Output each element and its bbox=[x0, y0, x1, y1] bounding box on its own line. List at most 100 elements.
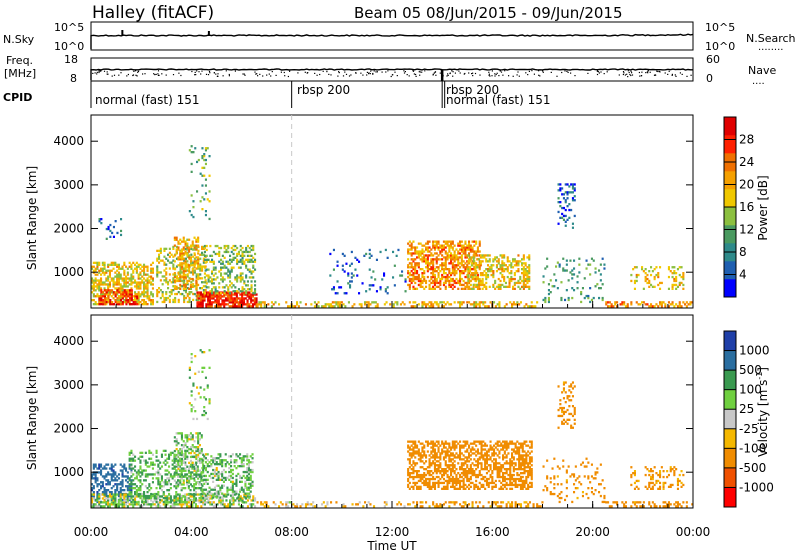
heatmap-cell bbox=[195, 279, 198, 283]
heatmap-cell bbox=[150, 503, 153, 506]
heatmap-cell bbox=[191, 434, 194, 437]
heatmap-cell bbox=[107, 471, 110, 474]
heatmap-cell bbox=[171, 499, 174, 502]
heatmap-cell bbox=[206, 470, 209, 474]
heatmap-cell bbox=[234, 301, 237, 304]
heatmap-cell bbox=[571, 277, 574, 280]
heatmap-cell bbox=[428, 268, 431, 271]
heatmap-cell bbox=[553, 285, 556, 288]
heatmap-cell bbox=[587, 263, 590, 266]
heatmap-cell bbox=[207, 501, 210, 504]
heatmap-cell bbox=[473, 273, 476, 277]
heatmap-cell bbox=[573, 195, 576, 198]
heatmap-cell bbox=[328, 305, 331, 308]
heatmap-cell bbox=[573, 187, 576, 190]
heatmap-cell bbox=[173, 479, 176, 482]
heatmap-cell bbox=[503, 268, 506, 271]
heatmap-cell bbox=[254, 288, 257, 291]
heatmap-cell bbox=[110, 467, 113, 470]
heatmap-cell bbox=[212, 293, 215, 296]
heatmap-cell bbox=[208, 474, 211, 478]
nave-dot bbox=[600, 71, 602, 73]
heatmap-cell bbox=[250, 299, 253, 302]
heatmap-cell bbox=[186, 493, 189, 496]
heatmap-cell bbox=[230, 461, 233, 464]
heatmap-cell bbox=[143, 293, 146, 296]
heatmap-cell bbox=[188, 254, 191, 257]
heatmap-cell bbox=[171, 477, 174, 480]
heatmap-cell bbox=[128, 487, 131, 490]
heatmap-cell bbox=[473, 250, 476, 253]
heatmap-cell bbox=[308, 503, 311, 506]
heatmap-cell bbox=[202, 291, 205, 294]
heatmap-cell bbox=[242, 301, 245, 304]
heatmap-cell bbox=[180, 500, 183, 504]
heatmap-cell bbox=[287, 505, 290, 508]
heatmap-cell bbox=[103, 293, 106, 296]
heatmap-cell bbox=[562, 197, 565, 200]
heatmap-cell bbox=[188, 266, 191, 269]
heatmap-cell bbox=[504, 285, 507, 288]
nave-dot bbox=[566, 70, 568, 72]
heatmap-cell bbox=[501, 283, 504, 287]
heatmap-cell bbox=[191, 449, 194, 453]
heatmap-cell bbox=[112, 225, 115, 229]
freq-left-unit: [MHz] bbox=[4, 67, 36, 80]
heatmap-cell bbox=[464, 242, 467, 245]
heatmap-cell bbox=[163, 300, 166, 304]
nave-dot bbox=[100, 70, 102, 72]
heatmap-cell bbox=[192, 283, 195, 286]
heatmap-cell bbox=[589, 263, 592, 266]
heatmap-cell bbox=[132, 467, 135, 470]
heatmap-cell bbox=[139, 495, 142, 498]
heatmap-cell bbox=[231, 472, 234, 476]
heatmap-cell bbox=[235, 455, 238, 458]
heatmap-cell bbox=[198, 487, 201, 490]
heatmap-cell bbox=[167, 253, 170, 256]
heatmap-cell bbox=[230, 486, 233, 489]
heatmap-cell bbox=[191, 446, 194, 449]
heatmap-cell bbox=[448, 244, 451, 247]
heatmap-cell bbox=[214, 278, 217, 281]
heatmap-cell bbox=[151, 477, 154, 480]
nave-dot bbox=[434, 71, 437, 73]
heatmap-cell bbox=[100, 485, 103, 488]
heatmap-cell bbox=[189, 495, 192, 498]
heatmap-cell bbox=[223, 505, 226, 508]
heatmap-cell bbox=[630, 303, 633, 306]
heatmap-cell bbox=[128, 301, 131, 304]
heatmap-cell bbox=[358, 303, 361, 306]
heatmap-cell bbox=[248, 303, 251, 306]
heatmap-cell bbox=[210, 303, 213, 306]
heatmap-cell bbox=[254, 292, 257, 295]
heatmap-cell bbox=[168, 247, 171, 250]
heatmap-cell bbox=[432, 305, 435, 308]
heatmap-cell bbox=[207, 278, 210, 281]
heatmap-cell bbox=[184, 463, 187, 466]
heatmap-cell bbox=[163, 263, 166, 266]
heatmap-cell bbox=[410, 440, 413, 443]
heatmap-cell bbox=[248, 503, 251, 506]
heatmap-cell bbox=[464, 266, 467, 269]
heatmap-cell bbox=[416, 450, 419, 453]
heatmap-cell bbox=[178, 453, 181, 456]
heatmap-cell bbox=[146, 494, 149, 498]
heatmap-cell bbox=[653, 285, 656, 288]
heatmap-cell bbox=[134, 285, 137, 288]
heatmap-cell bbox=[127, 299, 130, 302]
heatmap-cell bbox=[117, 477, 120, 480]
heatmap-cell bbox=[190, 145, 193, 148]
heatmap-cell bbox=[175, 455, 178, 459]
heatmap-cell bbox=[202, 253, 205, 256]
heatmap-cell bbox=[451, 277, 454, 281]
heatmap-cell bbox=[119, 497, 122, 500]
heatmap-cell bbox=[522, 281, 525, 285]
heatmap-cell bbox=[207, 299, 210, 302]
heatmap-cell bbox=[379, 286, 382, 289]
heatmap-cell bbox=[223, 286, 226, 289]
heatmap-cell bbox=[114, 473, 117, 476]
heatmap-cell bbox=[191, 242, 194, 245]
heatmap-cell bbox=[408, 266, 411, 269]
heatmap-cell bbox=[164, 483, 167, 486]
heatmap-cell bbox=[528, 275, 531, 279]
